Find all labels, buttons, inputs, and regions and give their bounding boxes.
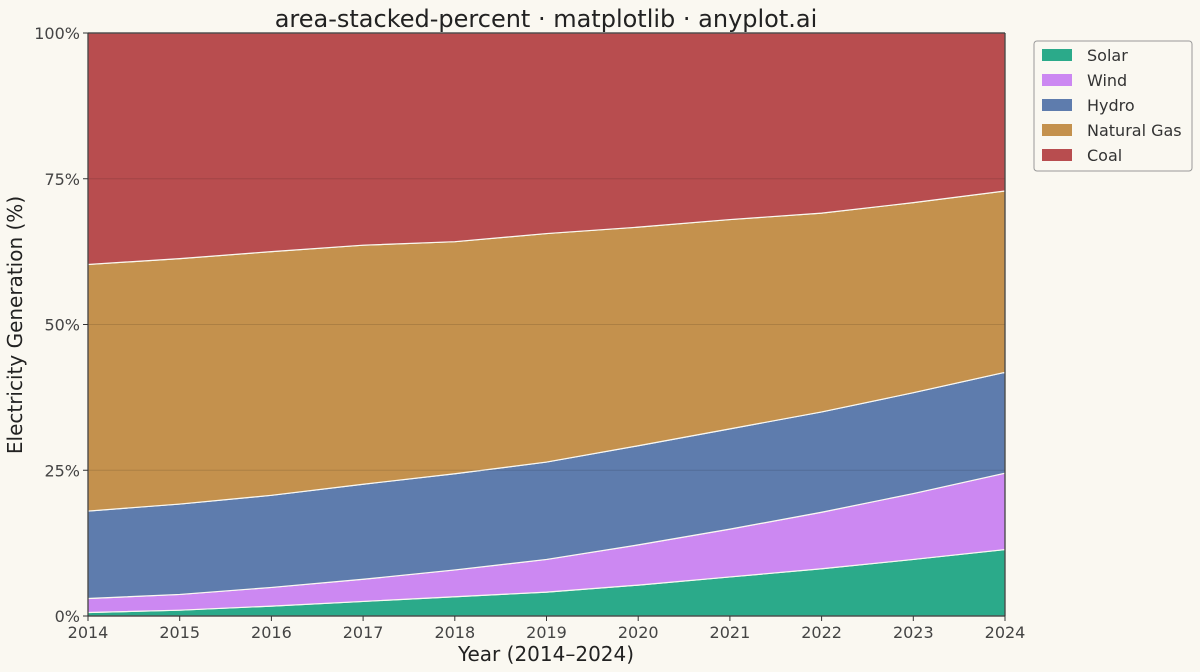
legend-item-solar: Solar bbox=[1042, 46, 1128, 65]
y-axis: 0% 25% 50% 75% 100% bbox=[34, 24, 88, 626]
x-axis-label: Year (2014–2024) bbox=[457, 642, 634, 666]
legend-label: Solar bbox=[1087, 46, 1128, 65]
legend-label: Hydro bbox=[1087, 96, 1135, 115]
x-tick-label: 2023 bbox=[893, 623, 934, 642]
legend-swatch bbox=[1042, 124, 1072, 136]
legend-label: Wind bbox=[1087, 71, 1127, 90]
legend-item-wind: Wind bbox=[1042, 71, 1127, 90]
y-tick-label: 50% bbox=[44, 316, 80, 335]
x-tick-label: 2022 bbox=[801, 623, 842, 642]
legend-swatch bbox=[1042, 74, 1072, 86]
x-tick-label: 2015 bbox=[159, 623, 200, 642]
legend-item-hydro: Hydro bbox=[1042, 96, 1135, 115]
plot-area bbox=[87, 32, 1006, 617]
x-tick-label: 2014 bbox=[68, 623, 109, 642]
legend-item-natural-gas: Natural Gas bbox=[1042, 121, 1182, 140]
y-axis-label: Electricity Generation (%) bbox=[3, 196, 27, 454]
y-tick-label: 75% bbox=[44, 170, 80, 189]
y-tick-label: 0% bbox=[55, 607, 80, 626]
y-tick-label: 25% bbox=[44, 461, 80, 480]
x-tick-label: 2016 bbox=[251, 623, 292, 642]
legend: Solar Wind Hydro Natural Gas Coal bbox=[1033, 40, 1193, 172]
x-tick-label: 2021 bbox=[710, 623, 751, 642]
x-tick-label: 2018 bbox=[434, 623, 475, 642]
legend-swatch bbox=[1042, 149, 1072, 161]
legend-frame bbox=[1033, 40, 1193, 172]
legend-swatch bbox=[1042, 99, 1072, 111]
legend-label: Coal bbox=[1087, 146, 1122, 165]
x-tick-label: 2024 bbox=[985, 623, 1026, 642]
y-tick-label: 100% bbox=[34, 24, 80, 43]
x-tick-label: 2019 bbox=[526, 623, 567, 642]
x-tick-label: 2020 bbox=[618, 623, 659, 642]
legend-label: Natural Gas bbox=[1087, 121, 1182, 140]
legend-item-coal: Coal bbox=[1042, 146, 1122, 165]
chart-title: area-stacked-percent · matplotlib · anyp… bbox=[275, 5, 818, 33]
x-tick-label: 2017 bbox=[343, 623, 384, 642]
legend-swatch bbox=[1042, 49, 1072, 61]
x-axis: 2014 2015 2016 2017 2018 2019 2020 2021 2022 2023… bbox=[68, 616, 1026, 642]
